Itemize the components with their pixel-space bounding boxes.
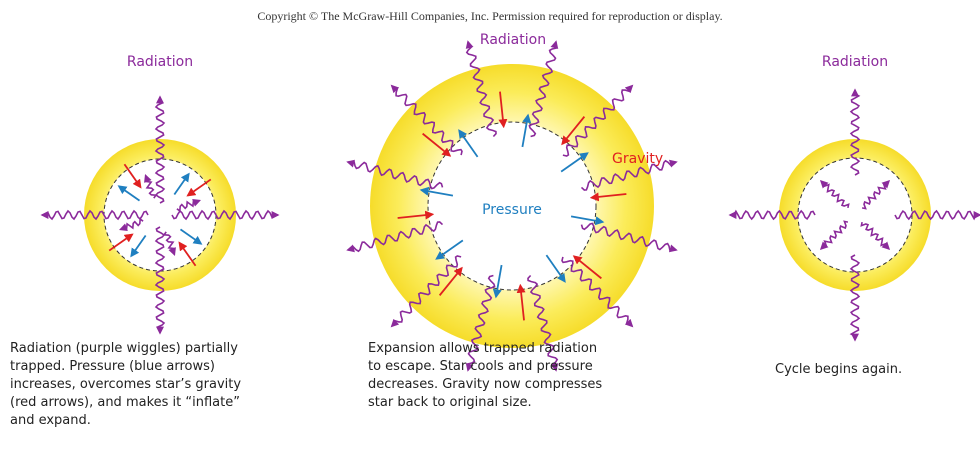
caption-line: increases, overcomes star’s gravity (10, 377, 241, 392)
caption-line: trapped. Pressure (blue arrows) (10, 359, 215, 374)
copyright: Copyright © The McGraw-Hill Companies, I… (257, 9, 722, 23)
radiation-label: Radiation (480, 32, 546, 48)
caption-line: star back to original size. (368, 395, 532, 410)
star-panel (84, 139, 236, 291)
diagram: Copyright © The McGraw-Hill Companies, I… (0, 0, 980, 472)
caption-line: decreases. Gravity now compresses (368, 377, 602, 392)
star-panel (779, 139, 931, 291)
caption-line: Radiation (purple wiggles) partially (10, 341, 238, 356)
star-core (798, 158, 912, 272)
captions: Radiation (purple wiggles) partially trap… (10, 341, 902, 428)
gravity-label: Gravity (612, 151, 663, 167)
caption-line: Expansion allows trapped radiation (368, 341, 597, 356)
caption-line: (red arrows), and makes it “inflate” (10, 395, 240, 410)
caption-line: Cycle begins again. (775, 362, 902, 377)
caption-line: and expand. (10, 413, 91, 428)
caption-line: to escape. Star cools and pressure (368, 359, 593, 374)
pressure-label: Pressure (482, 202, 542, 218)
radiation-label: Radiation (127, 54, 193, 70)
radiation-label: Radiation (822, 54, 888, 70)
page: {"header": {"copyright": "Copyright © Th… (0, 0, 980, 472)
